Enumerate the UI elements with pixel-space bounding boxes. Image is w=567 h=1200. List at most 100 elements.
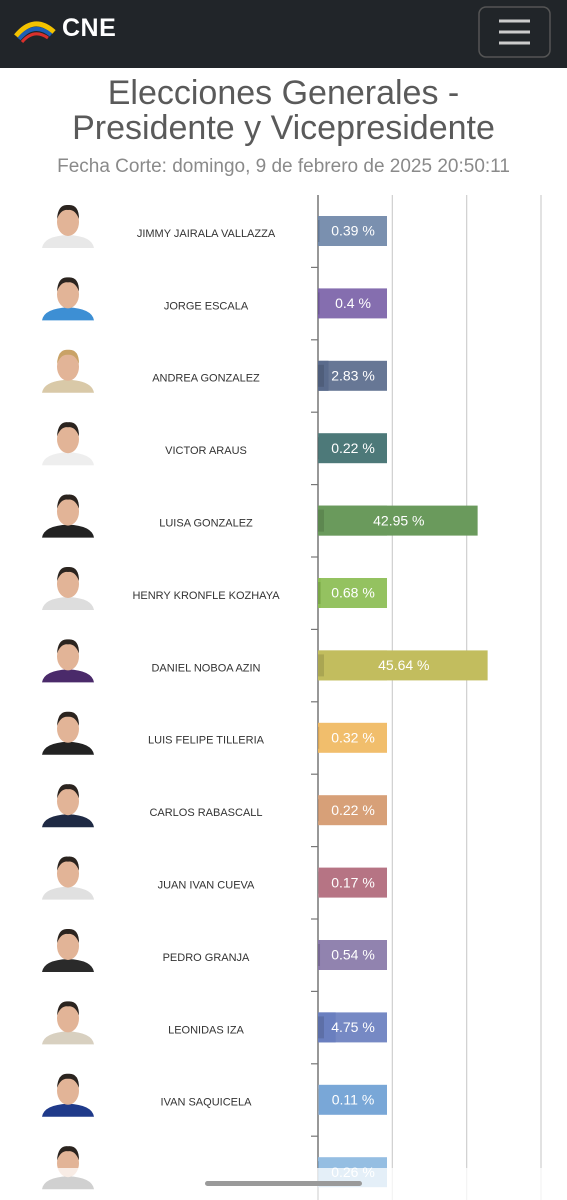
bar (318, 1012, 336, 1043)
bar-shade (318, 582, 321, 604)
candidate-name: JUAN IVAN CUEVA (158, 880, 255, 892)
bar (318, 867, 319, 898)
logo-arc-red (20, 32, 49, 44)
value-label: 0.32 % (331, 730, 375, 746)
value-label: 0.4 % (335, 295, 371, 311)
avatar (42, 856, 94, 900)
avatar-hair (57, 204, 79, 219)
candidate-name: JORGE ESCALA (164, 300, 249, 312)
chart-title: Elecciones Generales - Presidente y Vice… (72, 74, 495, 147)
candidate-name: PEDRO GRANJA (163, 952, 250, 964)
candidate-name: HENRY KRONFLE KOZHAYA (132, 590, 280, 602)
value-label: 0.11 % (332, 1092, 375, 1108)
chart: JIMMY JAIRALA VALLAZZA 0.39 % JORGE ESCALA… (0, 195, 567, 1200)
label-box (319, 867, 387, 898)
value-label: 0.68 % (331, 585, 375, 601)
bar (318, 722, 320, 753)
avatar-shoulders (42, 597, 94, 610)
avatar (42, 422, 94, 466)
value-label: 0.22 % (331, 440, 375, 456)
label-box (319, 1084, 387, 1115)
avatar (42, 784, 94, 828)
bar (318, 288, 320, 319)
navbar-graphics (14, 6, 551, 58)
value-label: 2.83 % (331, 368, 375, 384)
avatar-face (57, 1076, 79, 1105)
value-label: 0.17 % (331, 874, 375, 890)
bar-shade (318, 726, 320, 749)
avatar-hair (57, 639, 79, 654)
bar-shade (318, 292, 320, 315)
avatar-shoulders (42, 1031, 94, 1045)
avatar-hair (57, 1146, 79, 1161)
avatar (42, 928, 94, 972)
bar (318, 216, 320, 246)
bar-shade (318, 871, 319, 894)
avatar (42, 566, 94, 610)
avatar-shoulders (42, 814, 94, 828)
avatar-hair (57, 928, 79, 943)
avatar (42, 494, 94, 538)
avatar-hair (57, 494, 79, 509)
candidate-name: JIMMY JAIRALA VALLAZZA (137, 228, 276, 240)
value-label: 0.54 % (331, 947, 375, 963)
value-label: 42.95 % (373, 512, 424, 528)
avatar-hair (57, 711, 79, 726)
candidate-name: VICTOR ARAUS (165, 445, 247, 457)
avatar (42, 277, 94, 321)
avatar-face (57, 280, 79, 309)
avatar-shoulders (42, 307, 94, 321)
label-box (319, 722, 387, 753)
avatar-hair (57, 349, 79, 364)
logo[interactable] (14, 21, 56, 44)
avatar-face (57, 714, 79, 743)
bar-shade (318, 220, 320, 242)
label-box (319, 795, 387, 826)
candidate-name: CARLOS RABASCALL (149, 807, 262, 819)
bar-shade (318, 364, 324, 387)
bar (318, 940, 321, 970)
bar-shade (318, 437, 319, 460)
avatar-face (57, 787, 79, 816)
avatar-shoulders (42, 959, 94, 972)
avatar-hair (57, 566, 79, 581)
value-label: 0.22 % (331, 802, 375, 818)
label-box (319, 216, 387, 246)
candidate-name: LEONIDAS IZA (168, 1024, 244, 1036)
avatar-shoulders (42, 1103, 94, 1117)
avatar-face (57, 497, 79, 526)
avatar-hair (57, 277, 79, 292)
label-box (319, 288, 387, 319)
menu-button[interactable] (478, 6, 551, 58)
candidate-name: LUIS FELIPE TILLERIA (148, 735, 265, 747)
avatar-hair (57, 784, 79, 799)
avatar (42, 1001, 94, 1045)
avatar-hair (57, 856, 79, 871)
bar (318, 578, 321, 608)
candidate-name: DANIEL NOBOA AZIN (151, 662, 260, 674)
chart-subtitle: Fecha Corte: domingo, 9 de febrero de 20… (57, 156, 510, 177)
bar-shade (318, 944, 321, 966)
avatar-hair (57, 422, 79, 437)
logo-text[interactable]: CNE (62, 14, 117, 42)
avatar-face (57, 208, 79, 236)
avatar (42, 711, 94, 755)
avatar-shoulders (42, 452, 94, 466)
avatar-face (57, 642, 79, 671)
logo-arc-blue (17, 27, 53, 41)
avatar-face (57, 932, 79, 960)
bar-shade (318, 1016, 324, 1039)
candidate-name: IVAN SAQUICELA (161, 1097, 253, 1109)
bar (318, 650, 488, 681)
label-box (319, 360, 387, 391)
avatar-face (57, 425, 79, 454)
avatar-face (57, 859, 79, 888)
bar-shade (318, 654, 324, 677)
avatar (42, 639, 94, 683)
avatar-shoulders (42, 235, 94, 248)
avatar-shoulders (42, 886, 94, 900)
label-box (319, 940, 387, 970)
avatar (42, 1073, 94, 1117)
candidate-name: LUISA GONZALEZ (159, 518, 253, 530)
